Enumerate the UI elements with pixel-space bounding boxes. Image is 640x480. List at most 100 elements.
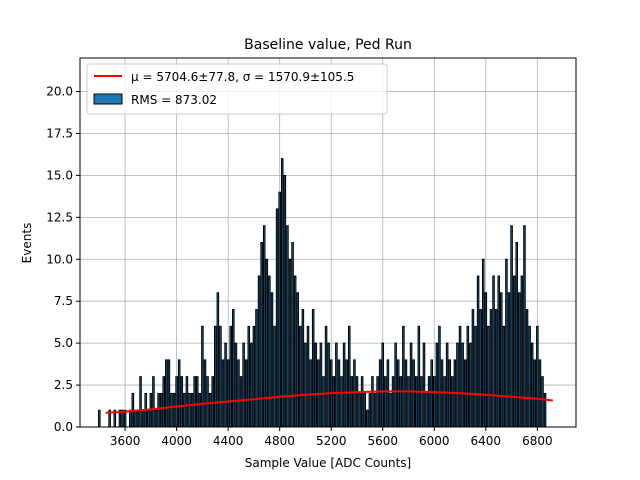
histogram-bar [378,359,382,428]
histogram-bar [147,409,150,428]
x-tick-label: 4800 [264,434,295,448]
histogram-bar [128,409,132,428]
histogram-bar [201,325,204,428]
x-tick-label: 5600 [367,434,398,448]
histogram-bar [208,392,212,428]
histogram-bar [497,275,500,428]
histogram-bar [213,325,217,428]
histogram-bar [396,359,400,428]
chart-title: Baseline value, Ped Run [244,37,412,53]
histogram-bar [443,376,446,428]
histogram-bar [270,292,274,428]
histogram-bar [172,392,176,428]
y-axis-ticks: 0.0 2.5 5.0 7.5 10.0 12.5 15.0 17.5 20.0 [46,85,80,434]
histogram-bar [283,174,287,428]
y-tick-label: 2.5 [54,378,73,392]
histogram-bar [412,359,415,428]
histogram-bar [536,325,539,428]
histogram-bar [185,376,189,428]
histogram-bar [177,359,181,428]
y-tick-label: 10.0 [46,252,73,266]
histogram-bar [224,342,227,428]
histogram-bar [427,376,431,428]
histogram-bar [219,325,222,428]
x-tick-label: 6800 [522,434,553,448]
histogram-bar [257,275,261,428]
histogram-bar [414,376,418,428]
histogram-bar [340,376,343,428]
histogram-bar [198,392,202,428]
histogram-bar [244,359,248,428]
x-tick-label: 4400 [213,434,244,448]
y-tick-label: 12.5 [46,210,73,224]
histogram-bar [433,376,436,428]
histogram-bar [278,191,281,428]
histogram-bar [469,342,472,428]
histogram-bar [167,359,171,428]
histogram-bar [159,392,163,428]
histogram-bar [538,359,542,428]
histogram-bar [229,325,233,428]
histogram-bar [322,376,325,428]
fit-curve [105,390,553,414]
histogram-bar [193,376,196,428]
histogram-bar [211,376,214,428]
histogram-bar [422,342,426,428]
histogram-bar [404,359,408,428]
y-tick-label: 5.0 [54,336,73,350]
histogram-bar [373,392,377,428]
histogram-bar [353,359,356,428]
histogram-bar [487,325,490,428]
y-tick-label: 20.0 [46,85,73,99]
histogram-bar [458,325,462,428]
histogram-bar [350,376,354,428]
histogram-bar [543,392,547,428]
histogram-bar [188,392,191,428]
histogram-bar [507,292,511,428]
histogram-bar [435,342,439,428]
histogram-bar [417,325,421,428]
histogram-bar [461,342,464,428]
histogram-bar [484,292,488,428]
histogram-bar [505,258,508,428]
histogram-bar [203,359,207,428]
histogram-bar [327,342,330,428]
x-tick-label: 3600 [110,434,141,448]
legend-rms-label: RMS = 873.02 [131,93,217,107]
histogram-bar [139,376,142,428]
histogram-bar [440,359,444,428]
histogram-bar [162,376,166,428]
histogram-bar [533,359,537,428]
histogram-bar [399,376,403,428]
x-axis-title: Sample Value [ADC Counts] [245,456,411,470]
histogram-bar [474,325,477,428]
histogram-bar [420,376,423,428]
histogram-bar [299,325,302,428]
histogram-bar [515,242,519,428]
histogram-bar [366,409,369,428]
histogram-bar [247,325,251,428]
histogram-bar [242,342,245,428]
histogram-bar [206,376,209,428]
histogram-bar [195,376,199,428]
histogram-bar [384,376,387,428]
y-tick-label: 0.0 [54,420,73,434]
histogram-bar [301,309,305,428]
histogram-bar [265,258,269,428]
histogram-bar [234,342,238,428]
histogram-bar [262,225,266,428]
histogram-bar [335,342,338,428]
histogram-bar [157,392,160,428]
histogram-bar [136,409,140,428]
histogram-bar [409,342,413,428]
histogram-bar [451,376,454,428]
y-tick-label: 15.0 [46,168,73,182]
histogram-bar [232,309,235,428]
histogram-bar [180,376,184,428]
histogram-bar [391,376,395,428]
histogram-bar [438,325,441,428]
histogram-bar [175,376,178,428]
histogram-bar [530,342,534,428]
histogram-bar [479,309,482,428]
histogram-bar [154,409,158,428]
